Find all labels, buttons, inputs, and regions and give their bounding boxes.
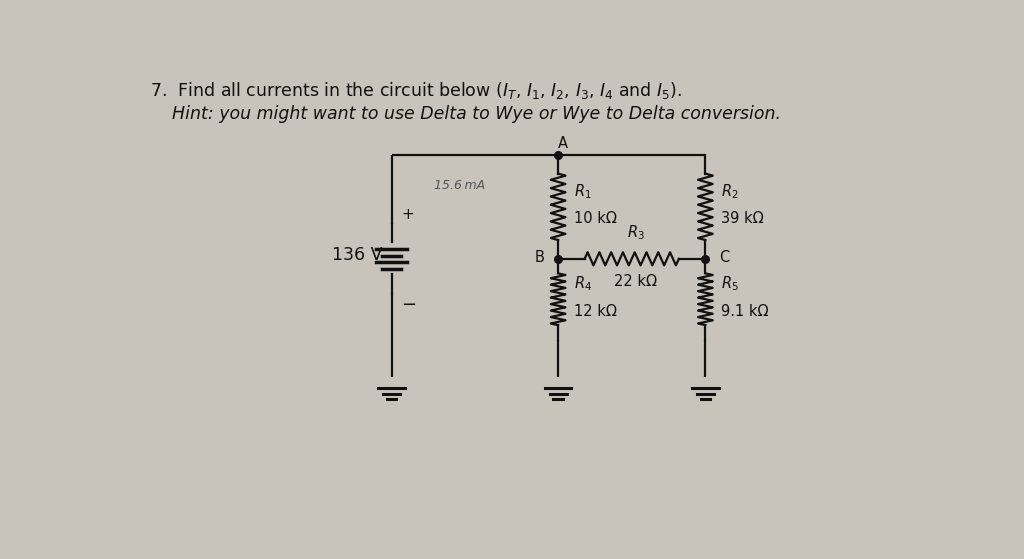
Text: 136 V: 136 V xyxy=(332,246,382,264)
Text: Hint: you might want to use Delta to Wye or Wye to Delta conversion.: Hint: you might want to use Delta to Wye… xyxy=(150,105,780,123)
Text: 12 kΩ: 12 kΩ xyxy=(573,304,616,319)
Text: $R_3$: $R_3$ xyxy=(627,223,644,242)
Text: 9.1 kΩ: 9.1 kΩ xyxy=(721,304,768,319)
Text: C: C xyxy=(719,250,729,265)
Text: A: A xyxy=(558,136,567,151)
Text: 22 kΩ: 22 kΩ xyxy=(614,274,657,289)
Text: +: + xyxy=(401,207,415,222)
Text: $R_1$: $R_1$ xyxy=(573,182,591,201)
Text: 7.  Find all currents in the circuit below ($I_T$, $I_1$, $I_2$, $I_3$, $I_4$ an: 7. Find all currents in the circuit belo… xyxy=(150,80,682,101)
Text: 15.6 mA: 15.6 mA xyxy=(434,179,485,192)
Text: $R_2$: $R_2$ xyxy=(721,182,738,201)
Text: 39 kΩ: 39 kΩ xyxy=(721,211,764,226)
Text: $R_4$: $R_4$ xyxy=(573,274,592,293)
Text: 10 kΩ: 10 kΩ xyxy=(573,211,616,226)
Text: B: B xyxy=(535,250,544,265)
Text: $R_5$: $R_5$ xyxy=(721,274,738,293)
Text: −: − xyxy=(401,296,417,314)
